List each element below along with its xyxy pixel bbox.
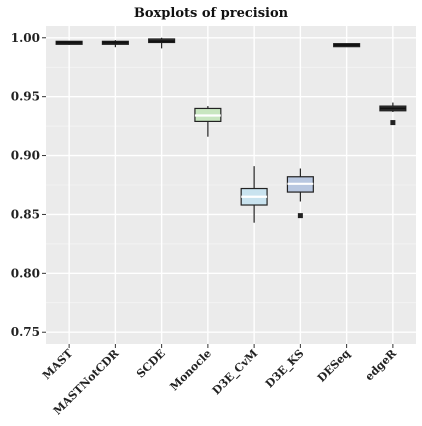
category-label: MAST [40,346,76,382]
y-tick-label: 1.00 [11,31,40,45]
y-tick-label: 0.85 [11,207,40,221]
category-label: D3E_KS [263,347,307,391]
box-outlier [297,213,303,219]
category-label: SCDE [134,347,168,381]
y-tick-label: 0.75 [11,325,40,339]
box-outlier [390,120,396,126]
y-tick-label: 0.95 [11,90,40,104]
category-label: DESeq [315,347,353,385]
category-label: edgeR [363,346,400,383]
category-label: D3E_CvM [210,347,261,398]
y-tick-label: 0.90 [11,149,40,163]
category-label: Monocle [168,347,214,393]
y-tick-label: 0.80 [11,266,40,280]
chart-title: Boxplots of precision [133,6,289,21]
